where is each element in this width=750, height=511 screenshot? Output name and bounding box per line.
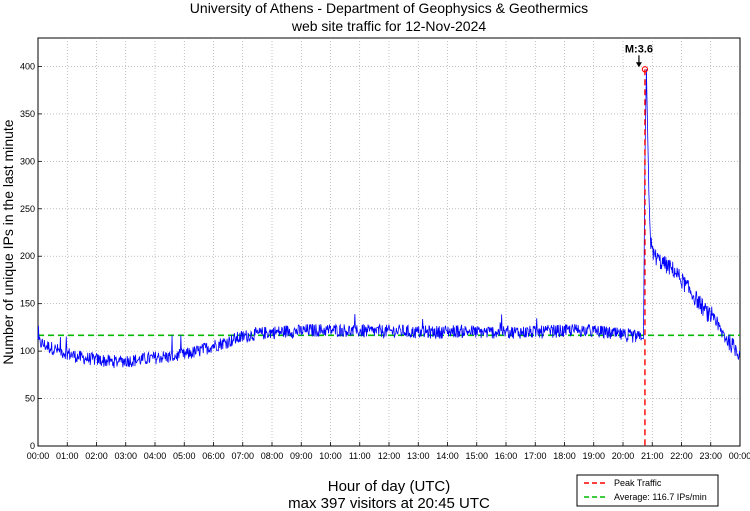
legend-label-peak: Peak Traffic <box>614 478 662 488</box>
x-tick-label: 01:00 <box>56 451 79 461</box>
peak-label: M:3.6 <box>625 43 653 55</box>
y-tick-labels: 0 50 100 150 200 250 300 350 400 <box>20 61 42 451</box>
x-tick-label: 07:00 <box>231 451 254 461</box>
chart-title: University of Athens - Department of Geo… <box>190 0 588 16</box>
y-tick-label: 300 <box>20 156 35 166</box>
x-tick-label: 03:00 <box>114 451 137 461</box>
x-tick-label: 00:00 <box>729 451 750 461</box>
x-tick-label: 21:00 <box>641 451 664 461</box>
x-tick-label: 09:00 <box>290 451 313 461</box>
legend-label-average: Average: 116.7 IPs/min <box>614 492 707 502</box>
x-tick-label: 08:00 <box>261 451 284 461</box>
traffic-series-line <box>37 69 741 369</box>
y-axis-label: Number of unique IPs in the last minute <box>0 119 16 364</box>
x-tick-label: 11:00 <box>349 451 371 461</box>
x-tick-label: 17:00 <box>524 451 547 461</box>
y-tick-label: 350 <box>20 109 35 119</box>
chart-subtitle: web site traffic for 12-Nov-2024 <box>291 18 486 34</box>
x-tick-label: 02:00 <box>85 451 108 461</box>
x-tick-label: 00:00 <box>27 451 50 461</box>
peak-arrow-head <box>635 62 642 68</box>
x-tick-label: 06:00 <box>202 451 225 461</box>
y-tick-label: 100 <box>20 346 35 356</box>
y-tick-label: 0 <box>30 441 35 451</box>
y-tick-label: 50 <box>25 394 35 404</box>
y-tick-label: 250 <box>20 204 35 214</box>
x-tick-label: 18:00 <box>553 451 576 461</box>
x-tick-label: 05:00 <box>173 451 196 461</box>
y-tick-label: 150 <box>20 299 35 309</box>
x-tick-label: 20:00 <box>612 451 635 461</box>
x-tick-label: 16:00 <box>495 451 518 461</box>
x-tick-label: 10:00 <box>319 451 342 461</box>
x-tick-label: 23:00 <box>699 451 722 461</box>
x-tick-label: 15:00 <box>465 451 488 461</box>
legend-box <box>576 474 719 507</box>
max-visitors-caption: max 397 visitors at 20:45 UTC <box>288 495 490 511</box>
y-tick-label: 200 <box>20 251 35 261</box>
x-axis-label: Hour of day (UTC) <box>328 478 451 495</box>
x-tick-label: 14:00 <box>436 451 459 461</box>
x-tick-labels: 00:00 01:00 02:00 03:00 04:00 05:00 06:00 07:00… <box>27 442 750 461</box>
x-tick-label: 04:00 <box>144 451 167 461</box>
x-tick-label: 19:00 <box>582 451 605 461</box>
legend: Peak Traffic Average: 116.7 IPs/min <box>576 474 719 507</box>
x-tick-label: 12:00 <box>378 451 401 461</box>
y-tick-label: 400 <box>20 61 35 71</box>
x-tick-label: 22:00 <box>670 451 693 461</box>
peak-point <box>641 66 649 73</box>
peak-layer: M:3.6 <box>625 43 653 446</box>
grid <box>38 38 740 446</box>
series-layer <box>37 69 741 369</box>
x-tick-label: 13:00 <box>407 451 430 461</box>
